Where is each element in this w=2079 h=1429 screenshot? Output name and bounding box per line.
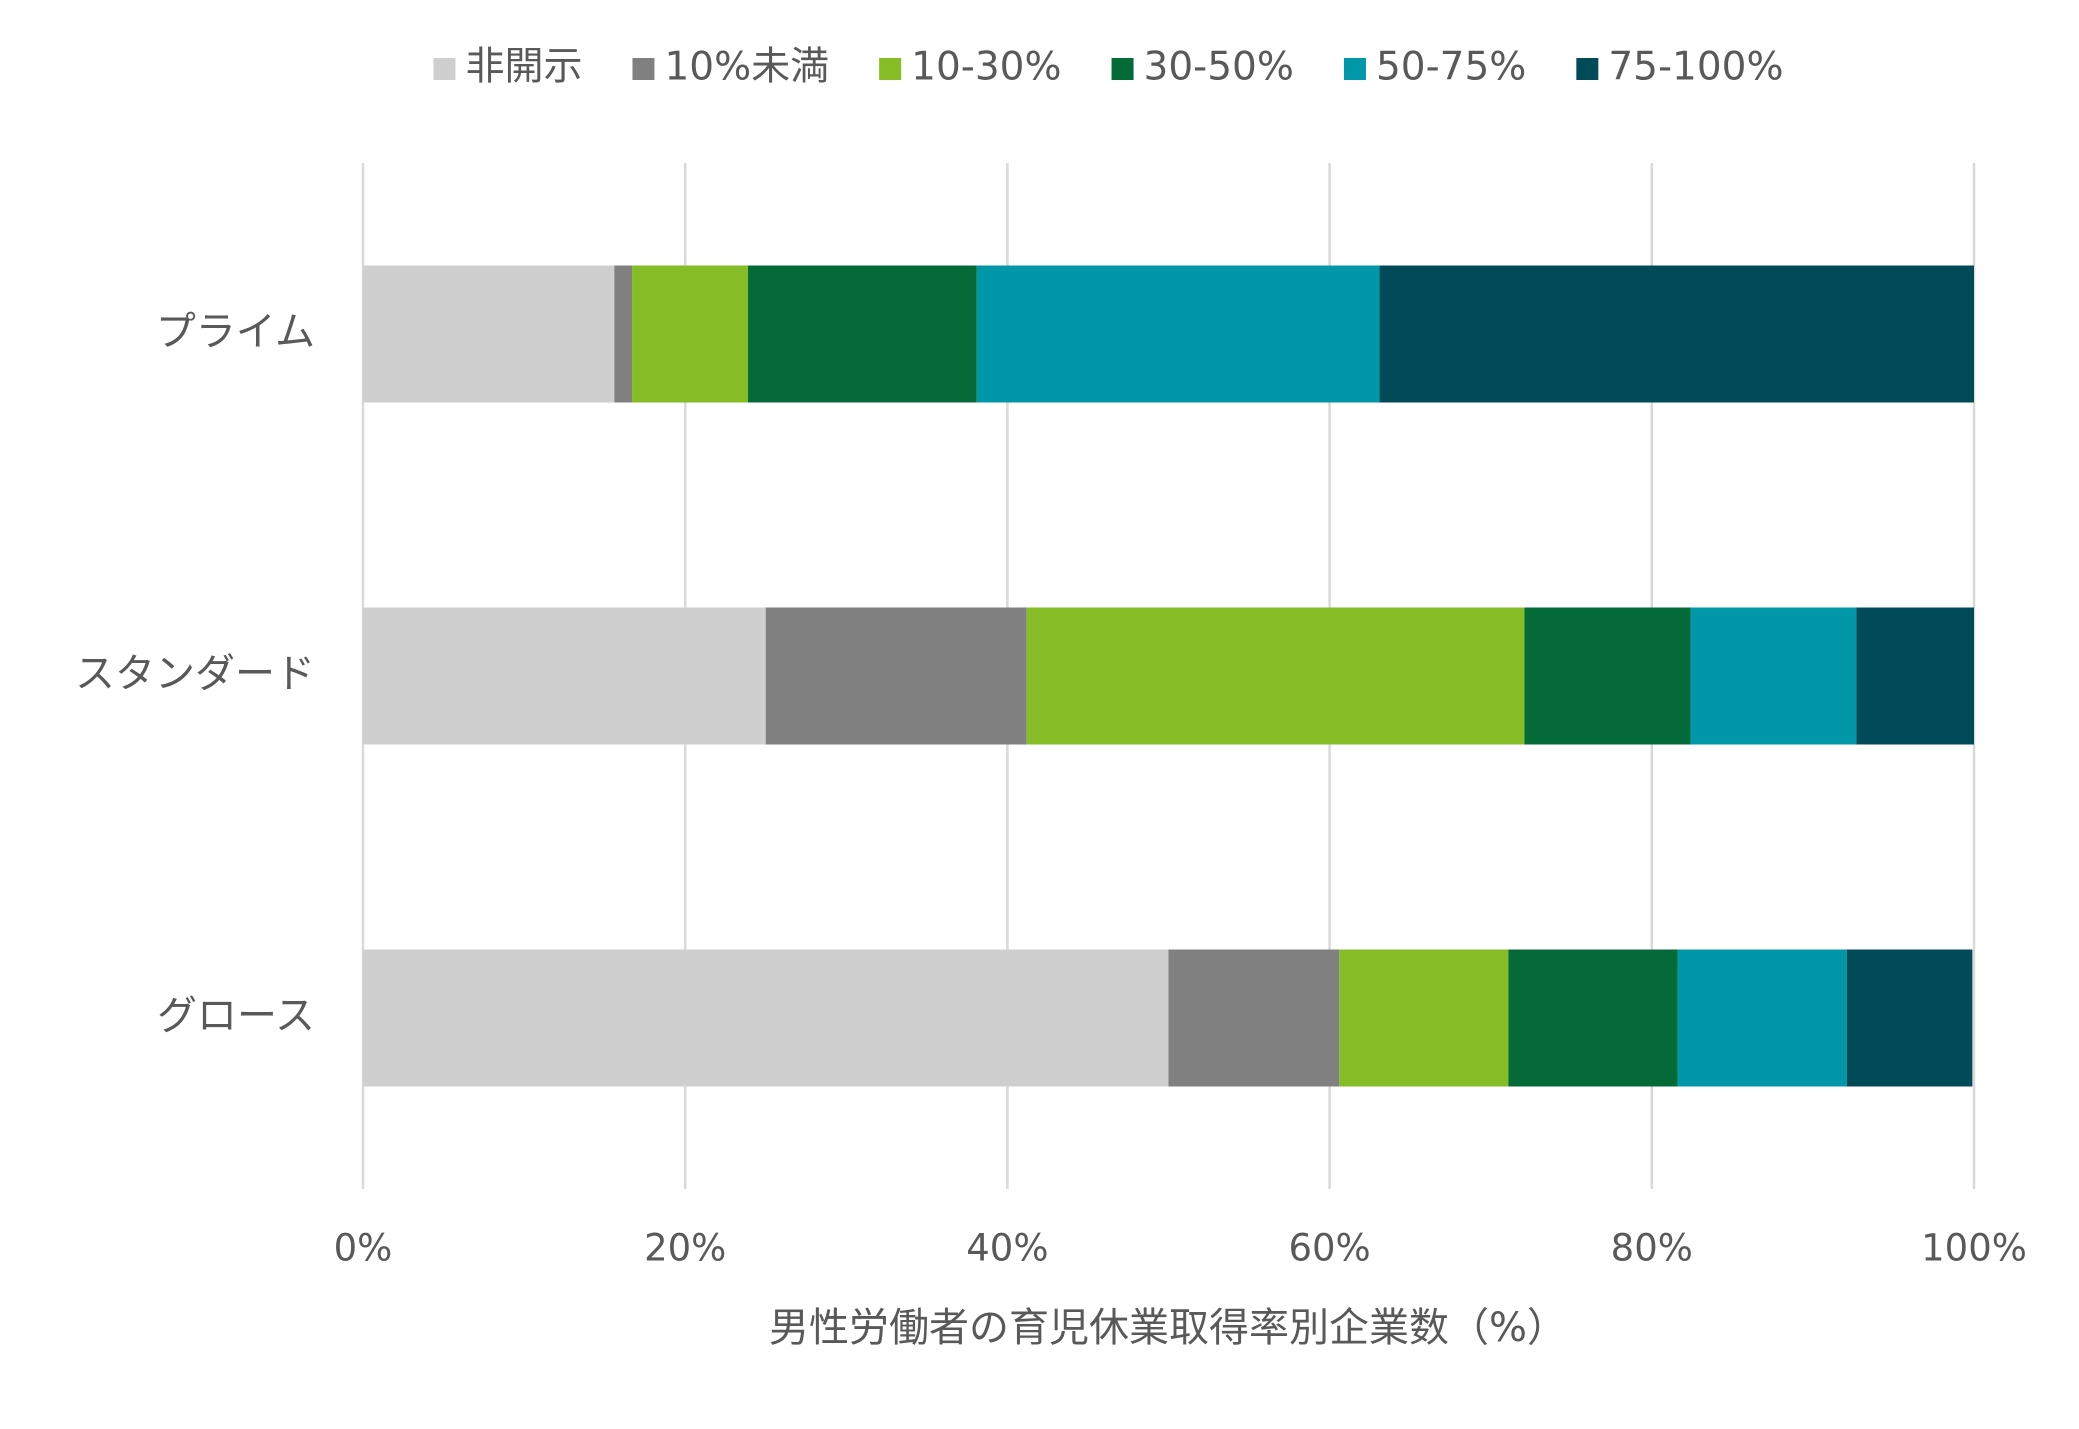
bar-segment [976,265,1380,403]
bar-segment [614,265,633,403]
legend-swatch [632,58,655,80]
legend-label: 30-50% [1144,45,1294,90]
bar-segment [1379,265,1974,403]
bar-segment [1677,949,1847,1087]
bar-segment [1846,949,1973,1087]
x-tick-label: 40% [966,1227,1048,1270]
y-tick-label: グロース [157,993,315,1039]
legend-label: 10-30% [911,45,1061,90]
legend-swatch [1343,58,1366,80]
legend-label: 非開示 [465,45,582,90]
bar-segment [1168,949,1340,1087]
bar-segment [1339,949,1509,1087]
legend-label: 75-100% [1608,45,1783,90]
legend-label: 10%未満 [664,45,829,90]
legend-swatch [433,58,456,80]
bar-segment [363,607,766,745]
x-tick-label: 100% [1921,1227,2027,1270]
y-tick-label: スタンダード [75,651,315,697]
legend-swatch [1111,58,1134,80]
x-tick-label: 60% [1288,1227,1370,1270]
bar-segment [363,949,1169,1087]
bar-segment [1026,607,1525,745]
legend-label: 50-75% [1376,45,1526,90]
legend-swatch [1576,58,1599,80]
bar-segment [748,265,977,403]
x-axis-title: 男性労働者の育児休業取得率別企業数（%） [769,1305,1567,1351]
y-tick-label: プライム [156,309,315,355]
x-tick-label: 20% [644,1227,726,1270]
bar-segment [1856,607,1974,745]
x-tick-label: 0% [334,1227,393,1270]
bar-segment [363,265,615,403]
bar-segment [1508,949,1678,1087]
bar-segment [1690,607,1857,745]
bar-segment [632,265,749,403]
bar-segment [765,607,1027,745]
bar-segment [1524,607,1691,745]
x-tick-label: 80% [1611,1227,1693,1270]
legend-swatch [879,58,902,80]
